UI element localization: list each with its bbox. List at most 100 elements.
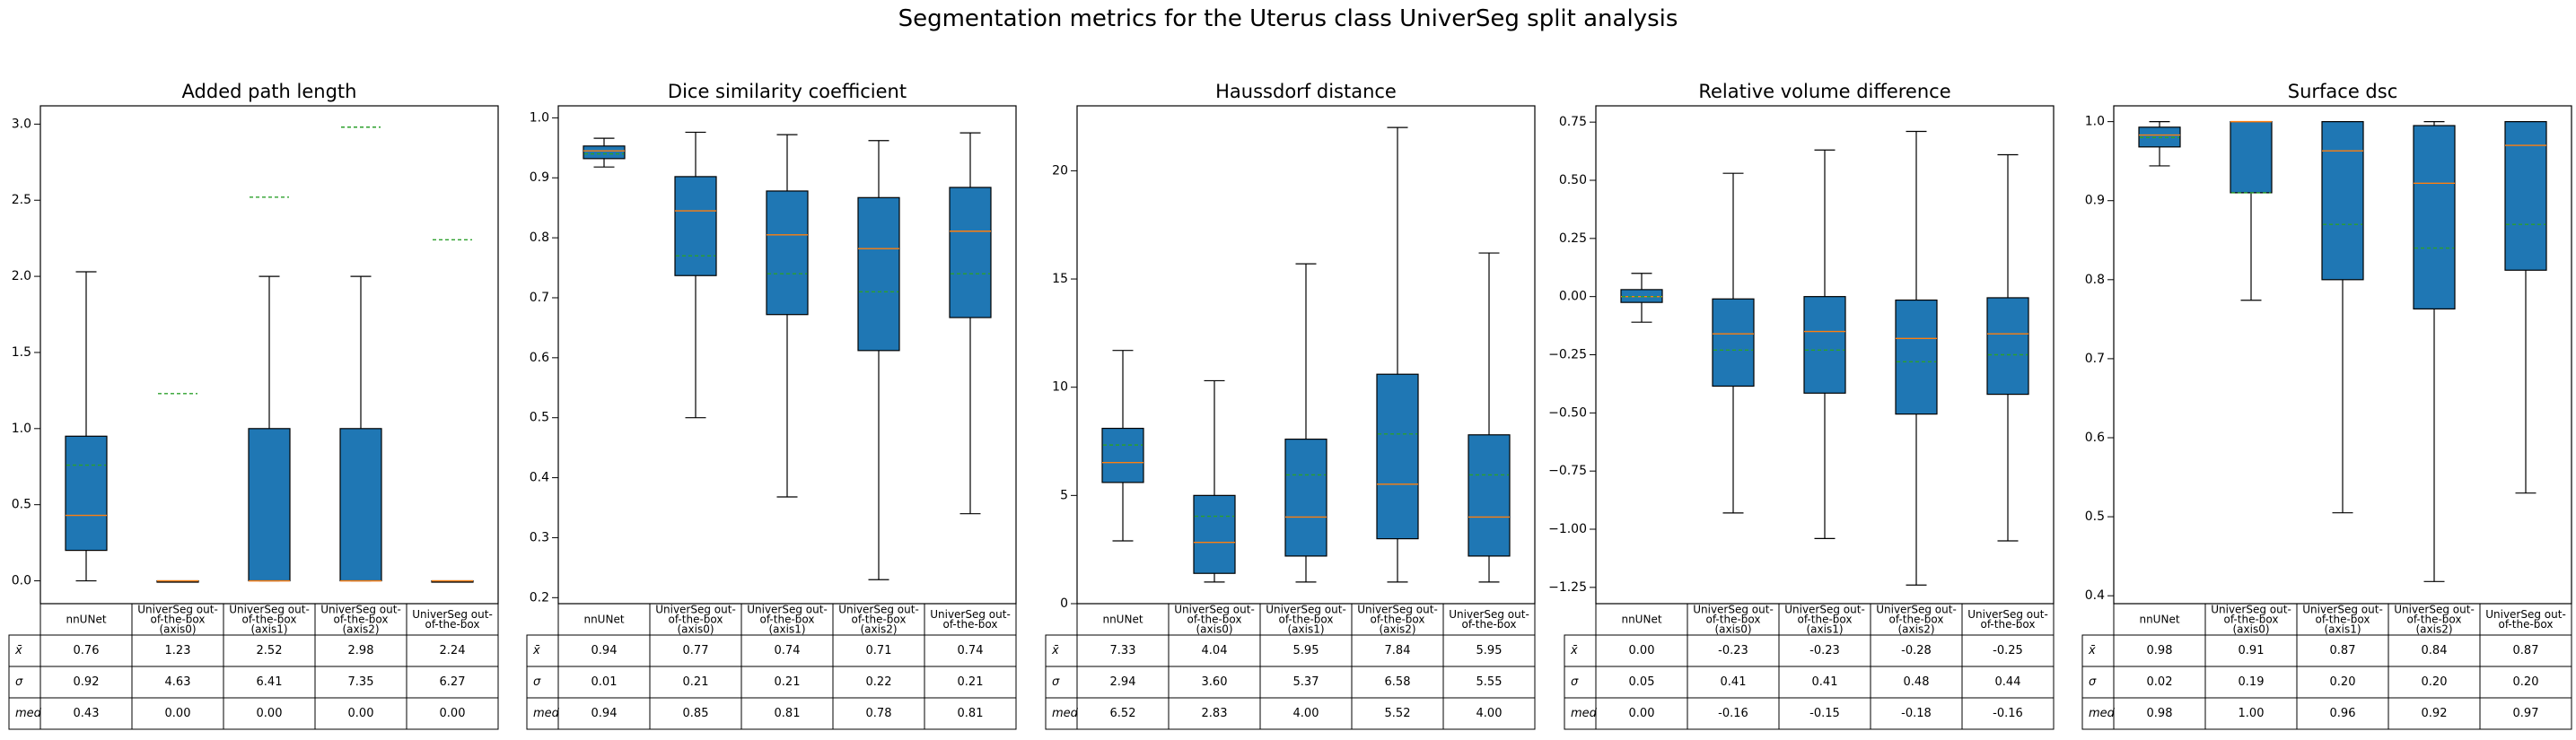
table-value: 0.94: [591, 707, 618, 720]
table-value: 0.81: [775, 707, 801, 720]
table-value: 0.85: [683, 707, 709, 720]
column-header-line: UniverSeg out-: [412, 608, 493, 621]
y-tick-label: 0.75: [1559, 115, 1587, 129]
column-header-line: UniverSeg out-: [655, 603, 736, 615]
row-label: x̄: [1570, 644, 1578, 657]
table-value: 0.19: [2239, 675, 2265, 689]
y-tick-label: −1.25: [1548, 580, 1587, 595]
iqr-box: [766, 190, 809, 316]
table-value: 6.58: [1385, 675, 1411, 689]
box-1: [2138, 121, 2181, 167]
table-value: 0.92: [74, 675, 100, 689]
box-1: [65, 271, 108, 582]
box-2: [1712, 172, 1755, 514]
table-value: 0.92: [2422, 707, 2448, 720]
y-tick-label: 3.0: [12, 117, 31, 131]
box-2: [1193, 379, 1236, 583]
table-value: 0.91: [2239, 644, 2265, 657]
table-value: 1.00: [2239, 707, 2265, 720]
table-cell: [1961, 697, 2055, 730]
table-value: 0.76: [74, 644, 100, 657]
row-label: med: [2089, 707, 2116, 720]
column-header: UniverSeg out-of-the-box (axis0): [137, 603, 218, 635]
row-label: σ: [1571, 675, 1579, 689]
iqr-box: [1284, 439, 1327, 557]
subplot-title: Relative volume difference: [1698, 81, 1950, 102]
column-header: UniverSeg out-of-the-box (axis2): [1357, 603, 1438, 635]
box-5: [949, 132, 992, 515]
y-tick-label: 0.3: [530, 530, 549, 544]
box-5: [1986, 153, 2029, 542]
iqr-box: [949, 187, 992, 318]
y-tick-label: −0.25: [1548, 348, 1587, 362]
column-header-line: UniverSeg out-: [1784, 603, 1865, 615]
column-header-line: of-the-box: [943, 618, 998, 631]
column-header-line: of-the-box: [1798, 613, 1853, 625]
subplot-title: Haussdorf distance: [1215, 81, 1397, 102]
column-header: UniverSeg out-of-the-box: [412, 608, 493, 631]
table-value: -0.15: [1809, 707, 1840, 720]
column-header-line: nnUNet: [2139, 613, 2179, 625]
box-5: [1468, 252, 1511, 583]
row-label-cell: [2081, 634, 2115, 667]
y-tick-label: 0.0: [12, 574, 31, 588]
column-header-line: UniverSeg out-: [1967, 608, 2048, 621]
table-value: 0.74: [958, 644, 984, 657]
column-header-line: (axis2): [1897, 622, 1934, 635]
column-header-line: UniverSeg out-: [930, 608, 1011, 621]
iqr-box: [1895, 299, 1938, 415]
y-tick-label: 0.25: [1559, 231, 1587, 246]
table-value: -0.25: [1993, 644, 2023, 657]
column-header: UniverSeg out-of-the-box (axis2): [838, 603, 919, 635]
table-value: 6.27: [440, 675, 466, 689]
box-4: [1376, 126, 1419, 583]
table-value: 0.97: [2513, 707, 2539, 720]
table-value: 2.52: [257, 644, 283, 657]
y-tick-label: 15: [1052, 272, 1068, 286]
column-header: UniverSeg out-of-the-box (axis0): [2211, 603, 2291, 635]
row-label-cell: [526, 666, 559, 699]
y-tick-label: 10: [1052, 380, 1068, 395]
table-value: 1.23: [165, 644, 191, 657]
iqr-box: [857, 196, 900, 352]
row-label: x̄: [1051, 644, 1059, 657]
column-header-line: UniverSeg out-: [2302, 603, 2383, 615]
table-value: 0.78: [866, 707, 892, 720]
table-cell: [1442, 697, 1536, 730]
subplot-3: Haussdorf distance 0 5 10 15 20 nnUNet UniverSe…: [1045, 81, 1536, 730]
y-tick-label: 0.5: [530, 411, 549, 425]
table-value: 0.00: [348, 707, 374, 720]
table-value: 0.21: [683, 675, 709, 689]
column-header: UniverSeg out-of-the-box (axis0): [1174, 603, 1255, 635]
y-tick-label: 0.5: [2085, 509, 2105, 524]
column-header-line: of-the-box: [852, 613, 907, 625]
subplot-title: Surface dsc: [2288, 81, 2398, 102]
column-header: UniverSeg out-of-the-box: [930, 608, 1011, 631]
row-label: σ: [15, 675, 23, 689]
y-tick-label: 1.5: [12, 345, 31, 360]
y-tick-label: 5: [1060, 488, 1068, 502]
subplot-title: Added path length: [182, 81, 357, 102]
table-cell: [924, 697, 1017, 730]
column-header-line: UniverSeg out-: [747, 603, 828, 615]
box-3: [248, 196, 291, 582]
column-header-line: (axis0): [677, 622, 714, 635]
y-tick-label: 0.4: [530, 471, 549, 485]
column-header-line: of-the-box: [1462, 618, 1517, 631]
row-label-cell: [1045, 634, 1078, 667]
column-header-line: UniverSeg out-: [1449, 608, 1529, 621]
column-header: UniverSeg out-of-the-box (axis2): [1876, 603, 1957, 635]
table-value: -0.16: [1718, 707, 1748, 720]
column-header: UniverSeg out-of-the-box (axis0): [655, 603, 736, 635]
table-value: 5.52: [1385, 707, 1411, 720]
table-value: 0.74: [775, 644, 801, 657]
iqr-box: [248, 428, 291, 582]
y-tick-label: −0.50: [1548, 405, 1587, 420]
table-value: 0.44: [1995, 675, 2021, 689]
table-value: 5.95: [1293, 644, 1319, 657]
table-value: 6.41: [257, 675, 283, 689]
